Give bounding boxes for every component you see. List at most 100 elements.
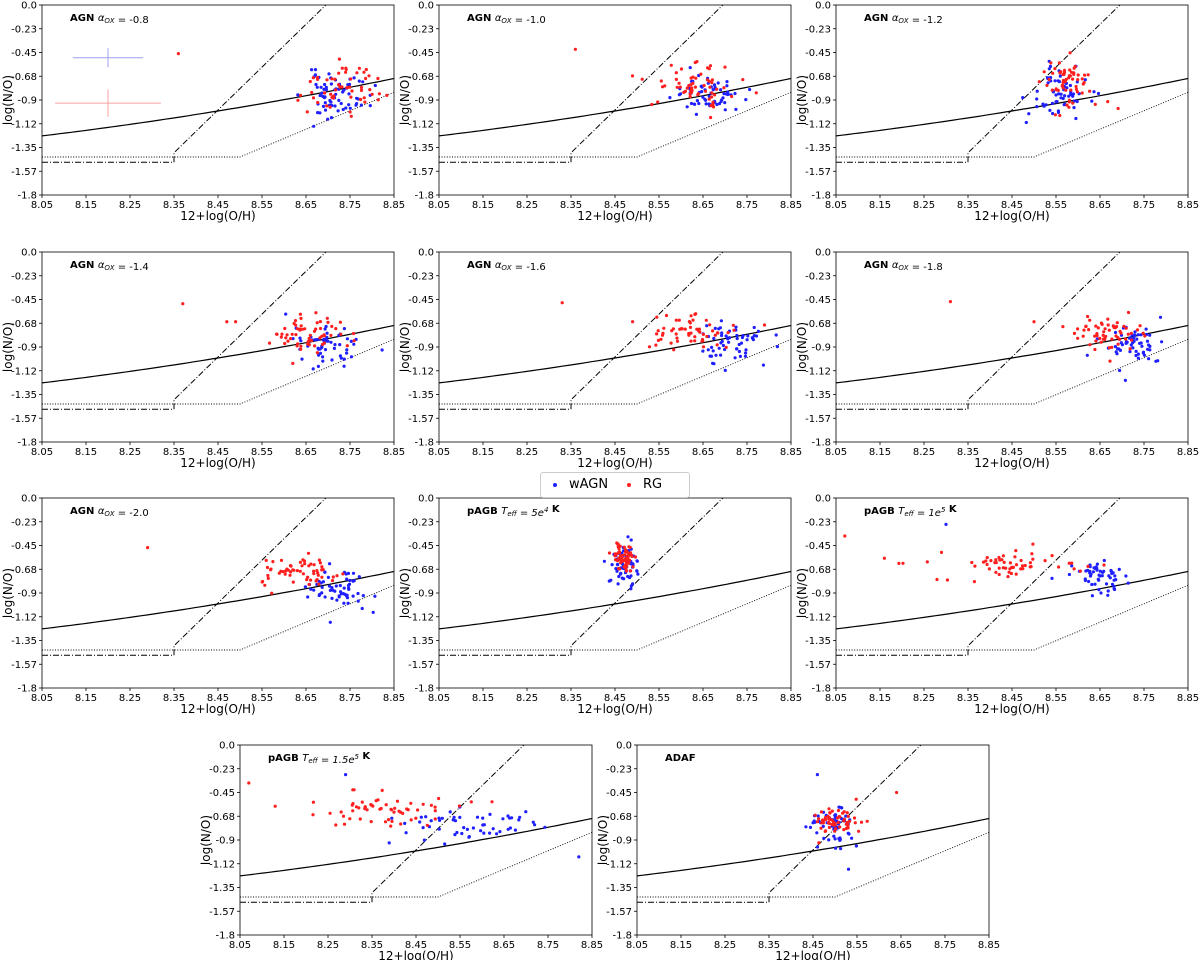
data-point-wagn (1058, 74, 1062, 78)
y-tick-label: -1.12 (11, 366, 37, 377)
x-tick-label: 8.85 (780, 693, 802, 704)
data-point-rg (290, 332, 294, 336)
data-point-wagn (839, 847, 843, 851)
data-point-rg (352, 339, 356, 343)
data-point-rg (895, 790, 899, 795)
data-point-wagn (373, 83, 377, 88)
x-tick-label: 8.55 (251, 200, 273, 211)
data-point-wagn (618, 572, 622, 576)
data-point-rg (1098, 336, 1102, 340)
data-point-rg (279, 569, 283, 573)
data-point-wagn (315, 85, 319, 89)
data-point-rg (376, 98, 380, 102)
data-point-rg (674, 318, 678, 322)
data-point-rg (305, 578, 309, 582)
dotted-boundary-line (439, 584, 791, 651)
data-point-wagn (1087, 579, 1091, 584)
data-point-wagn (743, 354, 748, 358)
x-tick-label: 8.45 (802, 940, 824, 951)
data-point-rg (836, 820, 840, 825)
data-point-rg (317, 558, 321, 562)
data-point-rg (659, 79, 663, 83)
data-point-wagn (403, 821, 407, 825)
data-point-wagn (733, 356, 737, 360)
data-point-rg (689, 339, 693, 343)
data-point-rg (306, 575, 310, 579)
y-tick-label: -1.8 (414, 684, 434, 695)
y-tick-label: -0.45 (408, 295, 434, 306)
x-axis-label: 12+log(O/H) (378, 949, 454, 960)
data-point-rg (688, 95, 692, 99)
data-point-rg (267, 341, 272, 345)
data-point-rg (344, 70, 348, 74)
y-tick-label: -0.9 (612, 836, 632, 847)
y-tick-label: 0.0 (21, 248, 37, 259)
data-point-wagn (329, 116, 334, 120)
x-tick-label: 8.75 (736, 693, 758, 704)
data-point-wagn (1134, 349, 1138, 353)
data-point-wagn (471, 826, 475, 830)
y-tick-label: -1.57 (11, 414, 37, 425)
data-point-rg (437, 796, 441, 801)
data-point-rg (997, 572, 1001, 577)
x-tick-label: 8.45 (604, 447, 626, 458)
data-point-rg (1008, 567, 1012, 571)
data-point-rg (234, 320, 238, 324)
plot-frame (438, 4, 792, 196)
data-point-wagn (531, 820, 535, 824)
data-point-rg (618, 557, 622, 562)
data-point-rg (1053, 113, 1057, 117)
data-point-wagn (703, 97, 707, 101)
data-point-wagn (1129, 343, 1133, 347)
data-point-rg (325, 316, 329, 320)
data-point-wagn (1093, 582, 1097, 586)
data-point-wagn (617, 574, 621, 579)
data-point-wagn (833, 813, 837, 817)
data-point-wagn (734, 325, 738, 329)
data-point-rg (615, 552, 619, 556)
data-point-rg (713, 333, 717, 337)
data-point-rg (307, 336, 311, 340)
y-tick-label: 0.0 (418, 248, 434, 259)
data-point-wagn (467, 835, 471, 839)
data-point-wagn (724, 92, 728, 96)
data-point-rg (367, 74, 371, 78)
data-point-rg (284, 336, 288, 340)
data-point-rg (852, 816, 857, 820)
data-point-wagn (1047, 67, 1051, 71)
data-point-rg (819, 826, 823, 830)
data-point-rg (352, 331, 356, 336)
data-point-rg (708, 85, 712, 89)
data-point-rg (1117, 337, 1122, 341)
data-point-wagn (719, 99, 723, 104)
data-point-rg (1082, 81, 1086, 85)
data-point-wagn (481, 816, 485, 820)
data-point-rg (298, 312, 302, 316)
data-point-wagn (725, 84, 729, 88)
legend: wAGN RG (540, 472, 690, 498)
x-tick-label: 8.35 (163, 693, 185, 704)
y-tick-label: -0.9 (811, 343, 831, 354)
data-point-rg (631, 320, 635, 324)
data-point-wagn (1113, 330, 1118, 335)
data-point-rg (1138, 324, 1142, 328)
data-point-rg (311, 813, 315, 817)
data-point-rg (298, 560, 302, 564)
x-tick-label: 8.15 (869, 693, 891, 704)
y-tick-label: -1.8 (811, 191, 831, 202)
data-point-rg (334, 88, 338, 92)
data-point-wagn (328, 588, 332, 592)
data-point-rg (815, 820, 819, 824)
data-point-rg (994, 558, 998, 562)
data-point-rg (664, 313, 669, 318)
y-tick-label: -0.9 (17, 589, 37, 600)
data-point-rg (1067, 561, 1071, 565)
plot-frame (636, 744, 990, 936)
data-point-wagn (360, 606, 364, 611)
data-point-rg (618, 544, 622, 548)
data-point-wagn (298, 336, 302, 340)
data-point-rg (405, 807, 409, 811)
data-point-wagn (1136, 333, 1140, 337)
data-point-rg (1126, 332, 1130, 336)
